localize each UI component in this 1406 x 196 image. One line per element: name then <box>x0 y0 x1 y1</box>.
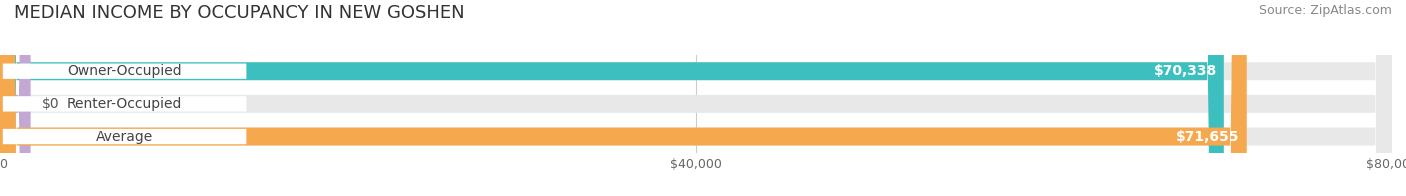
Text: Renter-Occupied: Renter-Occupied <box>67 97 183 111</box>
Text: Source: ZipAtlas.com: Source: ZipAtlas.com <box>1258 4 1392 17</box>
Text: $71,655: $71,655 <box>1177 130 1240 143</box>
Text: Average: Average <box>96 130 153 143</box>
FancyBboxPatch shape <box>3 129 246 144</box>
FancyBboxPatch shape <box>0 0 31 196</box>
Text: $0: $0 <box>42 97 59 111</box>
Text: Owner-Occupied: Owner-Occupied <box>67 64 181 78</box>
FancyBboxPatch shape <box>3 64 246 79</box>
FancyBboxPatch shape <box>3 96 246 112</box>
FancyBboxPatch shape <box>0 0 1223 196</box>
Text: MEDIAN INCOME BY OCCUPANCY IN NEW GOSHEN: MEDIAN INCOME BY OCCUPANCY IN NEW GOSHEN <box>14 4 465 22</box>
Text: $70,338: $70,338 <box>1153 64 1216 78</box>
FancyBboxPatch shape <box>0 0 1247 196</box>
